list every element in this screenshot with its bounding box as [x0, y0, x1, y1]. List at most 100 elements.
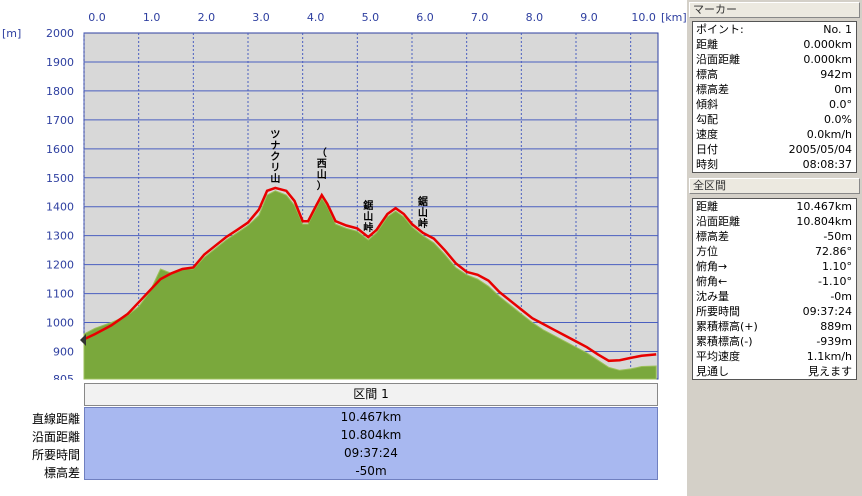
y-tick-label: 1400 [46, 201, 74, 214]
property-row: 標高差 0m [693, 82, 856, 97]
annotation-label: （西山） [317, 146, 327, 192]
x-tick-label: 10.0 [631, 11, 656, 24]
section-row-label: 直線距離 [31, 412, 80, 426]
property-row: 距離 0.000km [693, 37, 856, 52]
property-value: 10.804km [796, 215, 852, 228]
x-tick-label: 1.0 [143, 11, 161, 24]
section-row-label: 標高差 [43, 466, 80, 480]
y-tick-label: 1900 [46, 56, 74, 69]
property-row: 沿面距離 0.000km [693, 52, 856, 67]
property-value: 0.000km [803, 53, 852, 66]
section-values [84, 407, 658, 480]
start-marker-icon[interactable] [80, 334, 86, 346]
property-key: 時刻 [696, 158, 718, 171]
y-tick-label: 1200 [46, 259, 74, 272]
x-tick-label: 4.0 [307, 11, 325, 24]
property-row: 累積標高(-) -939m [693, 334, 856, 349]
property-value: 0.000km [803, 38, 852, 51]
property-value: 72.86° [815, 245, 852, 258]
property-row: 俯角← -1.10° [693, 274, 856, 289]
y-tick-label: 1500 [46, 172, 74, 185]
property-key: 距離 [696, 200, 718, 213]
property-row: 速度 0.0km/h [693, 127, 856, 142]
property-row: 標高 942m [693, 67, 856, 82]
marker-panel-title[interactable]: マーカー [689, 2, 860, 18]
property-key: 沿面距離 [696, 215, 740, 228]
y-tick-label: 900 [53, 345, 74, 358]
property-value: 08:08:37 [802, 158, 852, 171]
property-value: 0.0% [824, 113, 852, 126]
y-tick-label: 1600 [46, 143, 74, 156]
y-tick-label: 805 [53, 373, 74, 380]
x-tick-label: 7.0 [471, 11, 489, 24]
marker-properties: ポイント: No. 1 距離 0.000km 沿面距離 0.000km 標高 942m 標高差 0… [692, 21, 857, 173]
property-key: 俯角← [696, 275, 728, 288]
property-row: 時刻 08:08:37 [693, 157, 856, 172]
property-key: 平均速度 [696, 350, 740, 363]
property-row: 見通し 見えます [693, 364, 856, 379]
property-key: 距離 [696, 38, 718, 51]
property-value: -50m [823, 230, 852, 243]
peak-annotations: ツナクリ山 （西山） 鋸山峠 鋸山峠 [270, 129, 428, 234]
property-key: 標高差 [696, 83, 729, 96]
property-key: 累積標高(-) [696, 335, 753, 348]
property-key: 見通し [696, 365, 729, 378]
x-tick-label: 8.0 [526, 11, 544, 24]
y-tick-label: 1800 [46, 85, 74, 98]
property-value: 889m [820, 320, 852, 333]
property-key: 標高差 [696, 230, 729, 243]
annotation-label: ツナクリ山 [270, 129, 280, 185]
property-row: 距離 10.467km [693, 199, 856, 214]
property-row: 傾斜 0.0° [693, 97, 856, 112]
property-key: 標高 [696, 68, 718, 81]
y-axis-ticks: 2000 1900 1800 1700 1600 1500 1400 1300 1200 1100… [46, 27, 74, 380]
property-value: 1.10° [822, 260, 852, 273]
section-row-value: -50m [355, 464, 387, 478]
x-tick-label: 5.0 [362, 11, 380, 24]
property-value: -939m [816, 335, 852, 348]
y-tick-label: 1300 [46, 230, 74, 243]
property-row: 所要時間 09:37:24 [693, 304, 856, 319]
annotation-label: 鋸山峠 [418, 195, 428, 230]
x-tick-label: 9.0 [580, 11, 598, 24]
all-sections-panel-title[interactable]: 全区間 [689, 178, 860, 194]
property-row: 沿面距離 10.804km [693, 214, 856, 229]
property-key: 勾配 [696, 113, 718, 126]
property-value: 0.0km/h [806, 128, 852, 141]
x-tick-label: 2.0 [198, 11, 216, 24]
property-key: 日付 [696, 143, 718, 156]
property-row: ポイント: No. 1 [693, 22, 856, 37]
property-value: 見えます [808, 365, 852, 378]
property-row: 標高差 -50m [693, 229, 856, 244]
profile-chart-panel: 0.0 1.0 2.0 3.0 4.0 5.0 6.0 7.0 8.0 9.0 10.0 2000 1… [0, 0, 687, 496]
route-line [83, 186, 657, 363]
property-key: 傾斜 [696, 98, 718, 111]
property-key: 俯角→ [696, 260, 728, 273]
property-row: 勾配 0.0% [693, 112, 856, 127]
property-key: ポイント: [696, 23, 744, 36]
property-key: 累積標高(+) [696, 320, 758, 333]
property-value: No. 1 [823, 23, 852, 36]
property-value: -0m [830, 290, 852, 303]
y-tick-label: 1700 [46, 114, 74, 127]
elevation-chart[interactable]: 0.0 1.0 2.0 3.0 4.0 5.0 6.0 7.0 8.0 9.0 10.0 2000 1… [0, 0, 687, 380]
property-row: 俯角→ 1.10° [693, 259, 856, 274]
property-key: 方位 [696, 245, 718, 258]
annotation-label: 鋸山峠 [363, 199, 373, 234]
all-sections-properties: 距離 10.467km 沿面距離 10.804km 標高差 -50m 方位 72.86° 俯角→… [692, 198, 857, 380]
property-row: 平均速度 1.1km/h [693, 349, 856, 364]
section-row-value: 10.467km [340, 410, 402, 424]
property-key: 沈み量 [696, 290, 729, 303]
property-value: 0.0° [829, 98, 852, 111]
property-value: 1.1km/h [806, 350, 852, 363]
property-row: 沈み量 -0m [693, 289, 856, 304]
x-tick-label: 3.0 [252, 11, 270, 24]
property-value: 942m [820, 68, 852, 81]
y-tick-label: 1000 [46, 317, 74, 330]
section-header[interactable]: 区間 1 [84, 383, 658, 406]
property-value: 09:37:24 [802, 305, 852, 318]
property-key: 速度 [696, 128, 718, 141]
property-value: -1.10° [818, 275, 852, 288]
property-row: 累積標高(+) 889m [693, 319, 856, 334]
x-axis-ticks: 0.0 1.0 2.0 3.0 4.0 5.0 6.0 7.0 8.0 9.0 10.0 [88, 11, 656, 24]
